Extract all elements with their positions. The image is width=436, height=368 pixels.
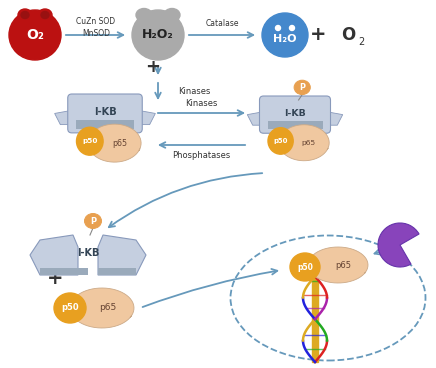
Ellipse shape [76,127,103,155]
Text: O₂: O₂ [26,28,44,42]
Ellipse shape [290,25,294,31]
Polygon shape [54,110,72,125]
Ellipse shape [276,25,280,31]
Text: O: O [341,26,355,44]
Ellipse shape [262,13,308,57]
Polygon shape [70,288,134,328]
Ellipse shape [132,10,184,60]
Bar [76,120,134,129]
Text: MnSOD: MnSOD [82,29,110,39]
Text: p50: p50 [273,138,288,144]
Ellipse shape [9,10,61,60]
Text: 2: 2 [358,37,364,47]
Wedge shape [378,223,419,267]
Text: p65: p65 [301,140,316,146]
Bar [268,121,323,129]
Text: Kinases: Kinases [185,99,217,107]
Text: CuZn SOD: CuZn SOD [76,18,116,26]
Text: H₂O₂: H₂O₂ [142,28,174,42]
Text: H₂O: H₂O [273,34,297,44]
Bar [312,255,318,362]
Polygon shape [327,112,343,125]
Text: p65: p65 [335,261,351,269]
Text: I-KB: I-KB [77,248,99,258]
Polygon shape [138,110,155,125]
Ellipse shape [38,9,52,21]
Text: P: P [299,83,305,92]
Text: +: + [310,25,326,45]
Ellipse shape [85,213,102,229]
Text: p50: p50 [61,304,79,312]
Text: p50: p50 [297,262,313,272]
Ellipse shape [290,253,320,281]
Ellipse shape [164,8,180,21]
Text: I-KB: I-KB [94,107,116,117]
Text: +: + [47,269,63,287]
Polygon shape [279,125,329,161]
Ellipse shape [21,11,29,18]
Bar [98,268,136,275]
Text: p50: p50 [82,138,98,144]
Polygon shape [98,235,146,275]
Text: Phosphatases: Phosphatases [172,151,230,159]
Polygon shape [247,112,263,125]
FancyBboxPatch shape [259,96,330,133]
Ellipse shape [136,8,152,21]
Text: Kinases: Kinases [178,86,211,96]
FancyBboxPatch shape [68,94,142,133]
Text: p65: p65 [99,304,116,312]
Ellipse shape [18,9,32,21]
Polygon shape [88,124,141,162]
Ellipse shape [294,80,310,95]
Ellipse shape [54,293,86,323]
Polygon shape [30,235,78,275]
Polygon shape [308,247,368,283]
Text: +: + [146,58,160,76]
Text: P: P [90,216,96,226]
Text: p65: p65 [112,139,127,148]
Ellipse shape [268,128,293,154]
Text: I-KB: I-KB [284,109,306,118]
Bar [40,268,88,275]
Ellipse shape [41,11,49,18]
Text: Catalase: Catalase [205,18,239,28]
